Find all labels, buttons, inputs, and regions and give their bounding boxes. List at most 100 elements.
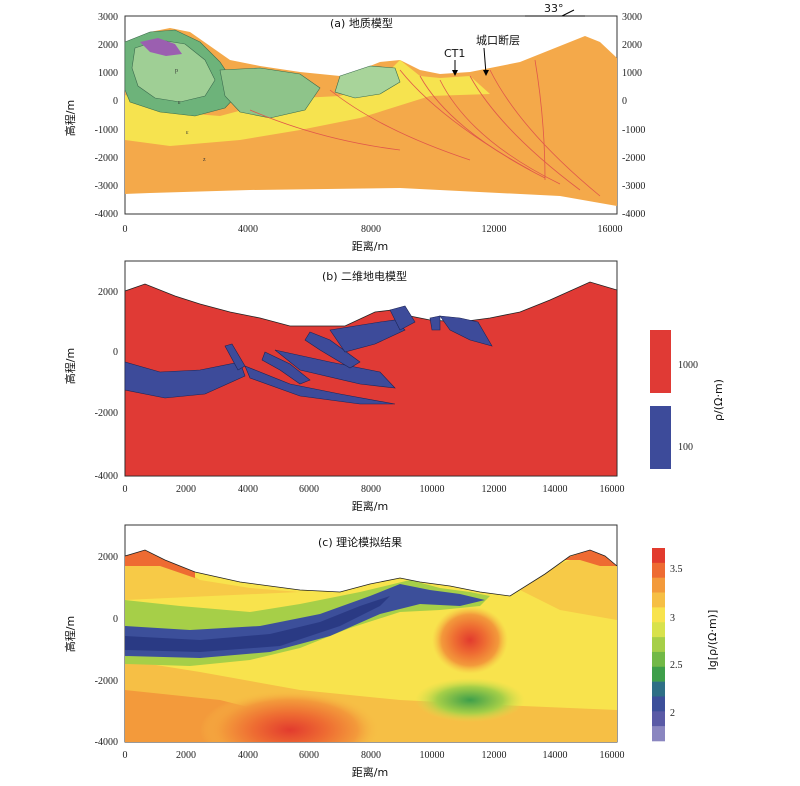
colorbar-segment <box>652 651 665 668</box>
cbar-tick-2: 2.5 <box>670 660 683 671</box>
colorbar-segment <box>652 592 665 608</box>
c-ytick-0: 2000 <box>98 552 118 563</box>
b-xtick-5: 10000 <box>420 484 445 495</box>
cbar-tick-3: 2 <box>670 708 675 719</box>
legend-swatch-100 <box>650 406 671 469</box>
colorbar-segment <box>652 666 665 682</box>
b-ytick-1: 0 <box>113 347 118 358</box>
a-ytick-r7: -4000 <box>622 209 645 220</box>
green-fold-right <box>334 65 401 99</box>
deep-high-resistivity <box>200 690 380 742</box>
colorbar-segment <box>652 726 665 742</box>
panel-a-y-ticks-right: 3000 2000 1000 0 -1000 -2000 -3000 -4000 <box>622 12 645 220</box>
a-ytick-r6: -3000 <box>622 181 645 192</box>
panel-c-title: (c) 理论模拟结果 <box>318 535 402 549</box>
colorbar-ticks: 3.5 3 2.5 2 <box>670 564 683 719</box>
b-xtick-1: 2000 <box>176 484 196 495</box>
fault-arrowhead <box>483 70 489 76</box>
panel-a-ylabel: 高程/m <box>63 100 77 136</box>
a-ytick-0: 3000 <box>98 12 118 23</box>
c-xtick-5: 10000 <box>420 750 445 761</box>
c-xtick-6: 12000 <box>482 750 507 761</box>
c-xtick-1: 2000 <box>176 750 196 761</box>
a-ytick-6: -3000 <box>95 181 118 192</box>
shallow-orange-right <box>520 552 617 620</box>
panel-c: (c) 理论模拟结果 2000 0 -2000 -4000 0 2000 400… <box>63 524 719 779</box>
legend-swatch-1000 <box>650 330 671 393</box>
panel-a-y-ticks-left: 3000 2000 1000 0 -1000 -2000 -3000 -4000 <box>95 12 118 220</box>
a-ytick-r3: 0 <box>622 96 627 107</box>
topography-line <box>124 549 618 597</box>
b-xtick-4: 8000 <box>361 484 381 495</box>
b-ytick-0: 2000 <box>98 287 118 298</box>
colorbar-segment <box>652 681 665 697</box>
unit-label-p: p <box>175 68 178 74</box>
c-ytick-3: -4000 <box>95 737 118 748</box>
b-xtick-7: 14000 <box>543 484 568 495</box>
panel-c-xlabel: 距离/m <box>352 765 388 779</box>
purple-unit <box>140 38 182 56</box>
colorbar-segment <box>652 548 665 564</box>
a-ytick-4: -1000 <box>95 125 118 136</box>
c-xtick-0: 0 <box>123 750 128 761</box>
a-xtick-1: 4000 <box>238 224 258 235</box>
dip-label: 33° <box>544 2 564 15</box>
a-ytick-r1: 2000 <box>622 40 642 51</box>
a-ytick-3: 0 <box>113 96 118 107</box>
fault-lines <box>249 59 601 197</box>
c-xtick-2: 4000 <box>238 750 258 761</box>
panel-b-ylabel: 高程/m <box>63 348 77 384</box>
colorbar-segment <box>652 607 665 623</box>
b-ytick-3: -4000 <box>95 471 118 482</box>
panel-a: p ε ε z (a) 地质模型 CT1 城口断层 33° 3000 2000 … <box>63 2 645 253</box>
panel-b-xlabel: 距离/m <box>352 499 388 513</box>
a-xtick-2: 8000 <box>361 224 381 235</box>
a-ytick-r0: 3000 <box>622 12 642 23</box>
colorbar-segment <box>652 696 665 712</box>
legend-label-100: 100 <box>678 442 693 453</box>
unit-label-e2: ε <box>186 130 189 136</box>
panel-c-field <box>125 550 617 742</box>
c-ytick-2: -2000 <box>95 676 118 687</box>
panel-b-y-ticks: 2000 0 -2000 -4000 <box>95 287 118 482</box>
c-xtick-3: 6000 <box>299 750 319 761</box>
a-ytick-1: 2000 <box>98 40 118 51</box>
deep-green-zone <box>415 678 525 722</box>
panel-b: (b) 二维地电模型 2000 0 -2000 -4000 0 2000 400… <box>63 260 725 513</box>
colorbar-segment <box>652 562 665 578</box>
ct1-label: CT1 <box>444 47 465 60</box>
colorbar-segment <box>652 637 665 653</box>
green-fold-inner <box>131 39 216 103</box>
colorbar-segment <box>652 577 665 593</box>
c-xtick-8: 16000 <box>600 750 625 761</box>
a-ytick-7: -4000 <box>95 209 118 220</box>
b-xtick-8: 16000 <box>600 484 625 495</box>
dip-symbol: 33° <box>525 2 585 17</box>
conductive-layers <box>124 305 493 405</box>
unit-label-e1: ε <box>178 100 181 106</box>
panel-c-ylabel: 高程/m <box>63 616 77 652</box>
b-xtick-2: 4000 <box>238 484 258 495</box>
a-ytick-r4: -1000 <box>622 125 645 136</box>
b-ytick-2: -2000 <box>95 408 118 419</box>
a-xtick-4: 16000 <box>598 224 623 235</box>
panel-a-xlabel: 距离/m <box>352 239 388 253</box>
panel-b-x-ticks: 0 2000 4000 6000 8000 10000 12000 14000 … <box>123 484 625 495</box>
unit-label-z: z <box>203 157 206 163</box>
b-xtick-3: 6000 <box>299 484 319 495</box>
fault-arrow <box>483 47 487 75</box>
colorbar-segment <box>652 622 665 638</box>
legend-title: ρ/(Ω·m) <box>712 379 725 421</box>
c-xtick-4: 8000 <box>361 750 381 761</box>
panel-b-legend: 1000 100 ρ/(Ω·m) <box>650 330 725 469</box>
a-ytick-r2: 1000 <box>622 68 642 79</box>
colorbar-segment <box>652 711 665 727</box>
panel-c-y-ticks: 2000 0 -2000 -4000 <box>95 552 118 748</box>
a-ytick-5: -2000 <box>95 153 118 164</box>
panel-a-title: (a) 地质模型 <box>330 16 393 30</box>
surface-red-left <box>125 550 195 578</box>
b-xtick-6: 12000 <box>482 484 507 495</box>
green-fold-mid <box>219 67 321 119</box>
a-xtick-0: 0 <box>123 224 128 235</box>
